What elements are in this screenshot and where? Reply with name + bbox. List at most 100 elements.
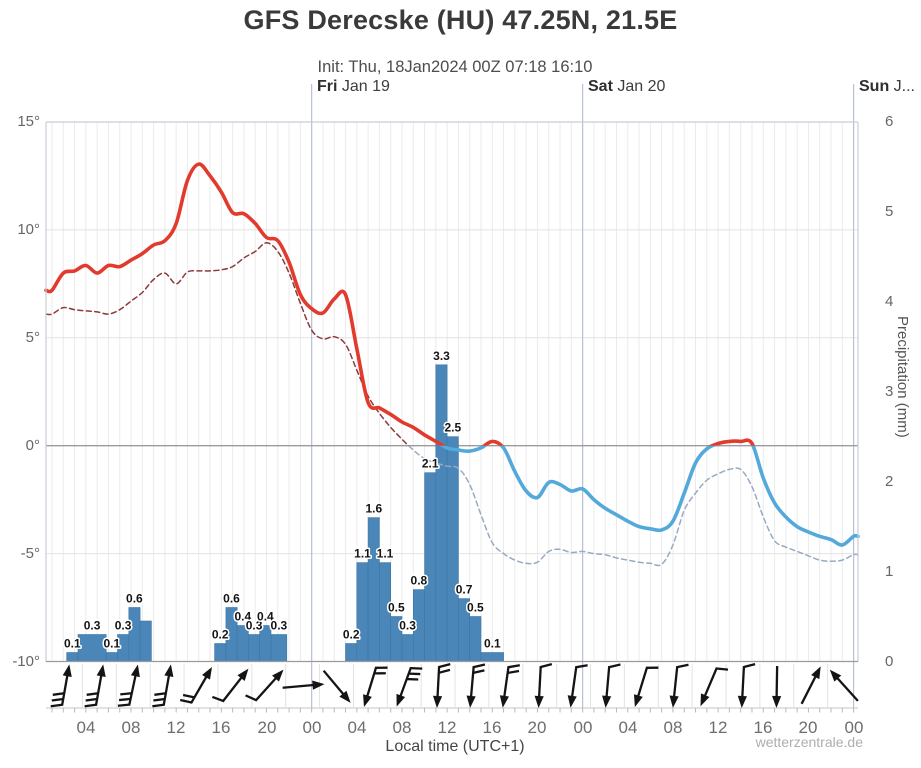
time-tick-label: 12 [166,718,186,737]
wind-barb [396,666,423,707]
temp-tick-label: 15° [17,113,40,130]
time-tick-label: 12 [708,718,728,737]
bar-value-label: 1.1 [354,547,371,561]
bar-value-label: 0.5 [388,601,405,615]
wind-barb [245,669,284,702]
bar-value-label: 0.3 [399,619,416,633]
wind-barb [772,665,782,708]
wind-barb [363,666,388,708]
bar-value-label: 0.2 [343,628,360,642]
wind-barb [152,664,174,708]
precip-bar [356,562,369,662]
wind-barb [322,669,351,703]
bar-value-label: 0.7 [456,583,473,597]
precip-bar-labels: 0.10.30.10.30.60.20.60.40.30.40.30.21.11… [62,347,502,652]
precip-bar [105,652,118,662]
bar-value-label: 0.3 [115,619,132,633]
precip-bar [66,652,79,662]
precip-bar [446,436,459,662]
model-init-line: Init: Thu, 18Jan2024 00Z 07:18 16:10 [317,58,593,76]
wind-barb [534,662,553,708]
time-tick-label: 20 [257,718,277,737]
chart-title: GFS Derecske (HU) 47.25N, 21.5E [243,5,678,35]
time-tick-label: 08 [663,718,683,737]
bar-value-label: 0.5 [467,601,484,615]
temp-tick-label: 0° [25,437,40,454]
wind-barb [84,664,106,708]
time-tick-label: 16 [211,718,231,737]
wind-barb [179,666,212,704]
bar-value-label: 0.1 [484,637,501,651]
wind-barb [211,668,249,703]
time-tick-label: 12 [437,718,457,737]
bar-value-label: 0.2 [212,628,229,642]
bar-value-label: 0.1 [103,637,120,651]
bar-value-label: 1.6 [365,502,382,516]
temp-tick-label: -5° [20,545,40,562]
precip-bar [270,634,288,662]
bar-value-label: 0.6 [126,592,143,606]
temp-tick-label: -10° [12,653,40,670]
precip-tick-label: 1 [885,563,894,580]
temp-tick-label: 10° [17,221,40,238]
wind-barb [700,667,729,707]
precip-bar [128,607,141,662]
bar-value-label: 0.1 [64,637,81,651]
time-tick-label: 04 [76,718,96,737]
time-tick-label: 08 [392,718,412,737]
time-tick-label: 00 [302,718,322,737]
wind-barb [466,663,486,708]
plot-frame [45,121,859,663]
bar-value-label: 0.4 [234,610,251,624]
precip-bar [480,652,504,662]
time-tick-label: 00 [844,718,864,737]
wind-barb [800,666,821,705]
bar-value-label: 0.6 [223,592,240,606]
day-boundary-lines [311,84,855,708]
bar-value-label: 2.1 [422,457,439,471]
precip-bar [435,364,448,662]
precip-bar [139,620,152,662]
watermark: wetterzentrale.de [755,734,863,750]
precip-bars [66,364,504,662]
wind-barb [829,669,859,702]
time-tick-label: 16 [482,718,502,737]
x-axis-title: Local time (UTC+1) [385,738,525,755]
bar-value-label: 0.4 [257,610,274,624]
day-marker-label: Sat Jan 20 [588,78,666,95]
time-tick-label: 20 [798,718,818,737]
wind-barb [282,680,325,690]
wind-barb [50,664,72,708]
precip-bar [248,634,260,662]
precip-bar [367,517,380,662]
time-tick-label: 20 [527,718,547,737]
bar-value-label: 0.8 [411,574,428,588]
bar-value-label: 0.3 [271,619,288,633]
time-tick-label: 16 [753,718,773,737]
time-tick-label: 04 [618,718,638,737]
bar-value-label: 0.3 [246,619,263,633]
precip-tick-label: 4 [885,293,894,310]
time-tick-label: 08 [121,718,141,737]
wind-barb [499,664,521,708]
wind-barb [567,664,588,708]
day-marker-label: Fri Jan 19 [317,78,390,95]
bar-value-label: 2.5 [444,421,461,435]
precip-bar [345,643,358,662]
temperature_2m-line [44,162,860,547]
precip-tick-label: 3 [885,383,894,400]
precip-axis-title: Precipitation (mm) [894,316,911,438]
precip-tick-label: 5 [885,203,894,220]
time-tick-label: 04 [347,718,367,737]
precip-tick-label: 6 [885,113,894,130]
precip-bar [424,472,437,662]
dewpoint_2m-line [45,242,859,567]
wind-barb [737,662,756,708]
wind-barb [602,663,621,708]
wind-barb [432,662,451,708]
bar-value-label: 0.3 [84,619,101,633]
precip-bar [214,643,227,662]
time-tick-label: 00 [573,718,593,737]
precip-tick-label: 0 [885,653,894,670]
